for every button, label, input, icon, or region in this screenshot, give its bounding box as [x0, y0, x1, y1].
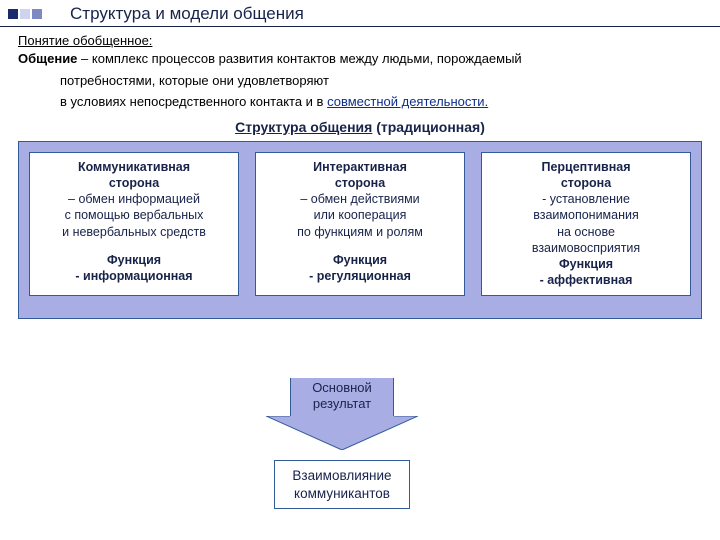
card-body-line: на основе [488, 224, 684, 240]
definition-text: в условиях непосредственного контакта и … [60, 94, 327, 109]
structure-heading-underline: Структура общения [235, 119, 372, 135]
definition-line-1: Общение – комплекс процессов развития ко… [18, 50, 702, 68]
card-perceptive: Перцептивная сторона - установление взаи… [481, 152, 691, 296]
content-area: Понятие обобщенное: Общение – комплекс п… [0, 27, 720, 319]
card-communicative: Коммуникативная сторона – обмен информац… [29, 152, 239, 296]
card-interactive: Интерактивная сторона – обмен действиями… [255, 152, 465, 296]
card-body-line: взаимовосприятия [488, 240, 684, 256]
card-heading: Интерактивная [262, 159, 458, 175]
arrow-label: Основной результат [291, 378, 393, 413]
bullet-square-icon [32, 9, 42, 19]
structure-panel: Коммуникативная сторона – обмен информац… [18, 141, 702, 319]
page-title: Структура и модели общения [70, 4, 304, 24]
definition-link[interactable]: совместной деятельности. [327, 94, 488, 109]
definition-term: Общение [18, 51, 77, 66]
arrow-label-line: результат [291, 396, 393, 412]
card-heading: Коммуникативная [36, 159, 232, 175]
definition-line-2: потребностями, которые они удовлетворяют [18, 72, 702, 90]
arrow-label-line: Основной [291, 380, 393, 396]
card-body-line: по функциям и ролям [262, 224, 458, 240]
arrow-shaft: Основной результат [290, 378, 394, 416]
card-heading: сторона [36, 175, 232, 191]
card-body-line: и невербальных средств [36, 224, 232, 240]
card-heading: Перцептивная [488, 159, 684, 175]
title-bar: Структура и модели общения [0, 0, 720, 27]
bullet-square-icon [20, 9, 30, 19]
arrow-head-icon [266, 416, 418, 450]
card-function: Функция [262, 252, 458, 268]
card-body-line: взаимопонимания [488, 207, 684, 223]
card-function-value: - аффективная [488, 272, 684, 288]
structure-heading-suffix: (традиционная) [372, 119, 485, 135]
result-line: Взаимовлияние [277, 467, 407, 485]
result-box: Взаимовлияние коммуникантов [274, 460, 410, 509]
definition-text: – комплекс процессов развития контактов … [77, 51, 521, 66]
bullet-square-icon [8, 9, 18, 19]
structure-heading: Структура общения (традиционная) [18, 119, 702, 135]
card-function: Функция [488, 256, 684, 272]
card-function-value: - информационная [36, 268, 232, 284]
card-heading: сторона [262, 175, 458, 191]
title-bullets [8, 9, 42, 19]
card-function-value: - регуляционная [262, 268, 458, 284]
subheading: Понятие обобщенное: [18, 33, 702, 48]
card-body-line: – обмен действиями [262, 191, 458, 207]
card-body-line: – обмен информацией [36, 191, 232, 207]
card-heading: сторона [488, 175, 684, 191]
definition-line-3: в условиях непосредственного контакта и … [18, 93, 702, 111]
card-body-line: с помощью вербальных [36, 207, 232, 223]
card-body-line: - установление [488, 191, 684, 207]
card-body-line: или кооперация [262, 207, 458, 223]
result-line: коммуникантов [277, 485, 407, 503]
card-function: Функция [36, 252, 232, 268]
